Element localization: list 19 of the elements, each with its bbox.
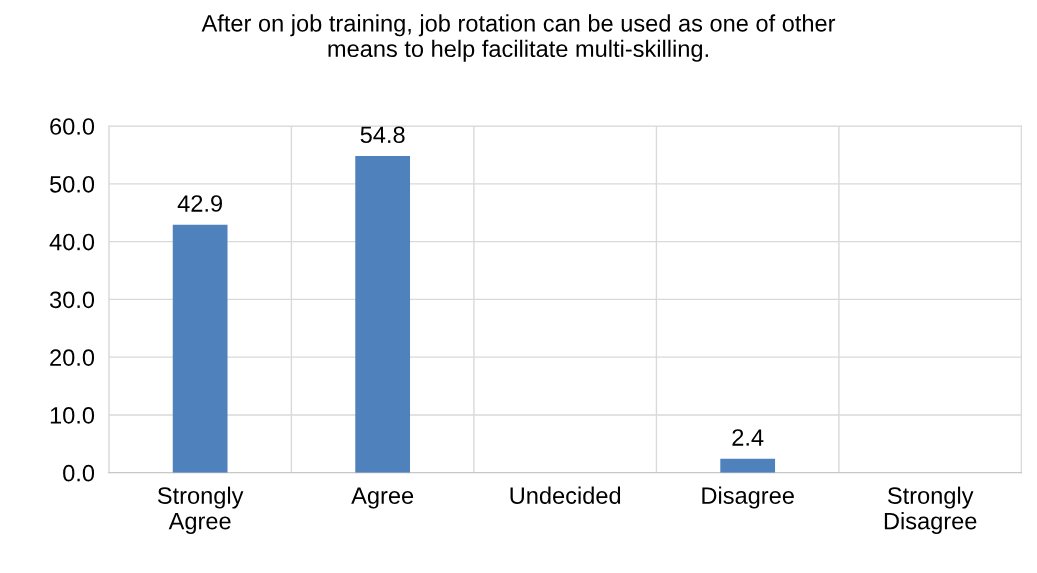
x-tick-label: Undecided — [510, 486, 621, 504]
y-tick-label: 30.0 — [49, 291, 95, 309]
x-tick-label: Agree — [351, 487, 414, 509]
x-tick-label: Strongly Disagree — [884, 486, 977, 535]
bar — [172, 224, 228, 473]
y-tick-label: 60.0 — [50, 118, 95, 135]
y-tick-label: 10.0 — [50, 407, 95, 424]
data-label: 42.9 — [177, 195, 222, 212]
x-tick-label: Disagree — [702, 486, 794, 509]
bar — [720, 458, 776, 473]
bar — [355, 156, 411, 473]
data-label: 2.4 — [732, 429, 764, 446]
y-tick-label: 0.0 — [63, 464, 95, 482]
y-tick-label: 20.0 — [50, 349, 95, 366]
y-tick-label: 50.0 — [49, 175, 95, 193]
chart-title: After on job training, job rotation can be used as one of other means to help facilitate multi-skilling. — [201, 14, 836, 62]
data-label: 54.8 — [360, 126, 405, 144]
x-tick-label: Strongly Agree — [157, 486, 244, 535]
y-tick-label: 40.0 — [49, 233, 95, 251]
